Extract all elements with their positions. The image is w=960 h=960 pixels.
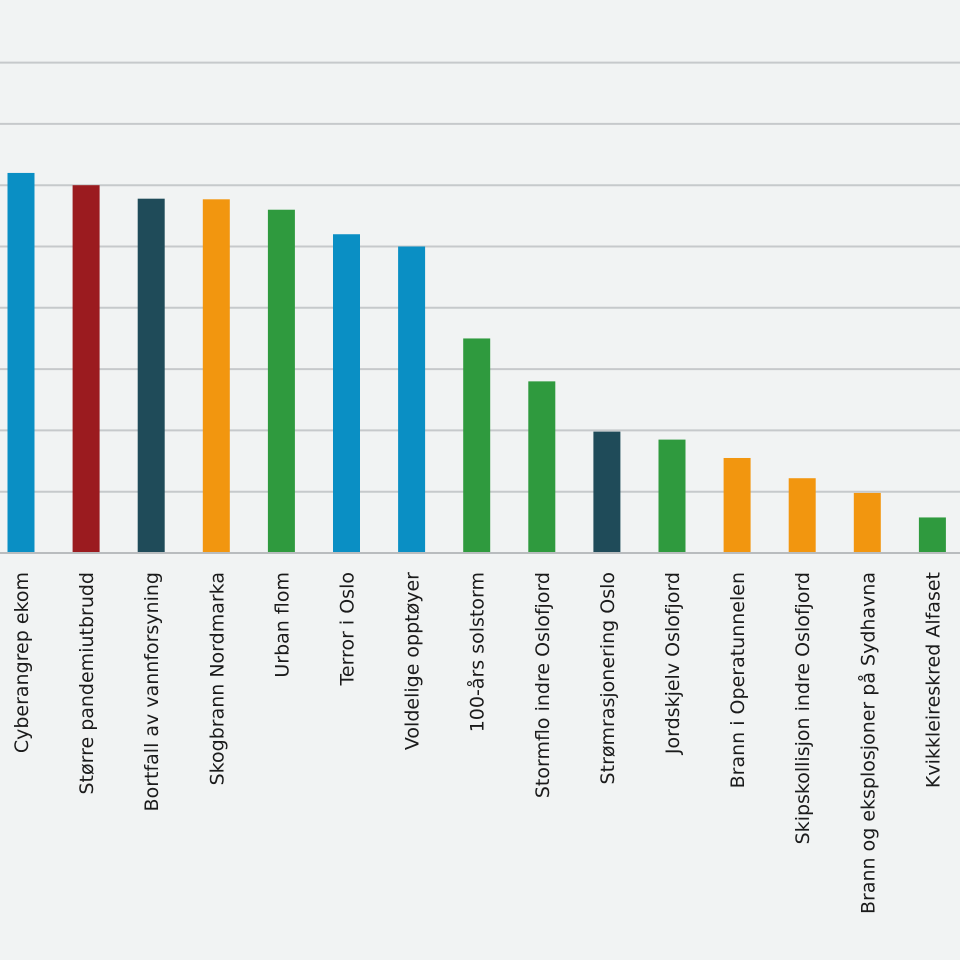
bar-7 [398, 246, 426, 553]
category-label-11: Jordskjelv Oslofjord [662, 572, 684, 755]
category-label-10: Strømrasjonering Oslo [597, 572, 619, 784]
category-label-2: Større pandemiutbrudd [76, 572, 98, 795]
bar-12 [723, 457, 751, 553]
bar-3 [137, 198, 165, 553]
category-label-6: Terror i Oslo [337, 572, 359, 687]
bar-2 [72, 185, 100, 553]
bar-13 [788, 478, 816, 553]
category-label-8: 100-års solstorm [466, 572, 489, 732]
category-label-4: Skogbrann Nordmarka [206, 572, 228, 785]
category-labels: Cyberangrep ekom Større pandemiutbrudd Bor… [11, 572, 944, 914]
category-label-1: Cyberangrep ekom [11, 572, 33, 753]
bar-15 [918, 517, 946, 553]
bar-6 [333, 234, 360, 554]
bar-4 [202, 199, 230, 553]
bar-1 [7, 172, 35, 553]
category-label-15: Kvikkleireskred Alfaset [922, 572, 944, 788]
category-label-9: Stormflo indre Oslofjord [532, 572, 554, 798]
category-label-7: Voldelige opptøyer [402, 572, 424, 750]
bar-9 [528, 381, 556, 553]
bar-10 [593, 431, 621, 553]
bars [7, 172, 946, 554]
bar-11 [658, 439, 686, 553]
bar-5 [267, 209, 295, 553]
category-label-5: Urban flom [271, 572, 293, 678]
category-label-3: Bortfall av vannforsyning [141, 572, 163, 811]
bar-8 [463, 338, 491, 553]
category-label-12: Brann i Operatunnelen [727, 572, 749, 788]
category-label-13: Skipskollisjon indre Oslofjord [792, 572, 814, 844]
bar-14 [853, 492, 881, 553]
category-label-14: Brann og eksplosjoner på Sydhavna [856, 572, 879, 914]
